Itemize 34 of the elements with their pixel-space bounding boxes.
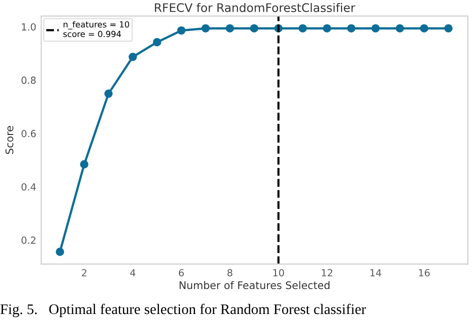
x-tick-label: 6 bbox=[178, 269, 184, 276]
point bbox=[250, 24, 258, 33]
point bbox=[298, 24, 307, 33]
ref-line-label: n_features = 10 score = 0.994 bbox=[63, 21, 130, 38]
point bbox=[80, 160, 88, 168]
point bbox=[128, 52, 137, 62]
point bbox=[420, 24, 428, 33]
x-tick-label: 2 bbox=[82, 269, 86, 276]
point bbox=[201, 24, 210, 33]
point bbox=[396, 24, 404, 33]
point bbox=[177, 26, 186, 35]
y-axis-title: Score bbox=[5, 126, 14, 154]
x-axis-title: Number of Features Selected bbox=[180, 281, 330, 290]
point bbox=[347, 24, 356, 33]
point bbox=[56, 248, 64, 256]
x-tick-label: 8 bbox=[227, 269, 232, 276]
caption: Fig. 5. Optimal feature selection for Random Forest classifier bbox=[0, 304, 366, 318]
y-tick-label: 0.4 bbox=[22, 183, 36, 191]
point bbox=[371, 24, 380, 33]
x-tick-label: 4 bbox=[130, 269, 136, 276]
x-tick-label: 10 bbox=[273, 269, 284, 276]
point bbox=[104, 90, 113, 98]
y-tick-label: 0.2 bbox=[22, 236, 36, 244]
x-tick-label: 16 bbox=[419, 269, 430, 276]
y-tick-label: 0.8 bbox=[22, 76, 36, 84]
x-tick-label: 12 bbox=[322, 269, 332, 276]
point bbox=[152, 38, 162, 46]
y-tick-label: 1.0 bbox=[22, 23, 36, 31]
point bbox=[226, 24, 234, 33]
chart-title: RFECV for RandomForestClassifier bbox=[154, 2, 356, 12]
x-tick-label: 14 bbox=[370, 269, 382, 276]
point bbox=[322, 24, 332, 33]
point bbox=[444, 24, 453, 33]
y-tick-label: 0.6 bbox=[22, 130, 36, 138]
